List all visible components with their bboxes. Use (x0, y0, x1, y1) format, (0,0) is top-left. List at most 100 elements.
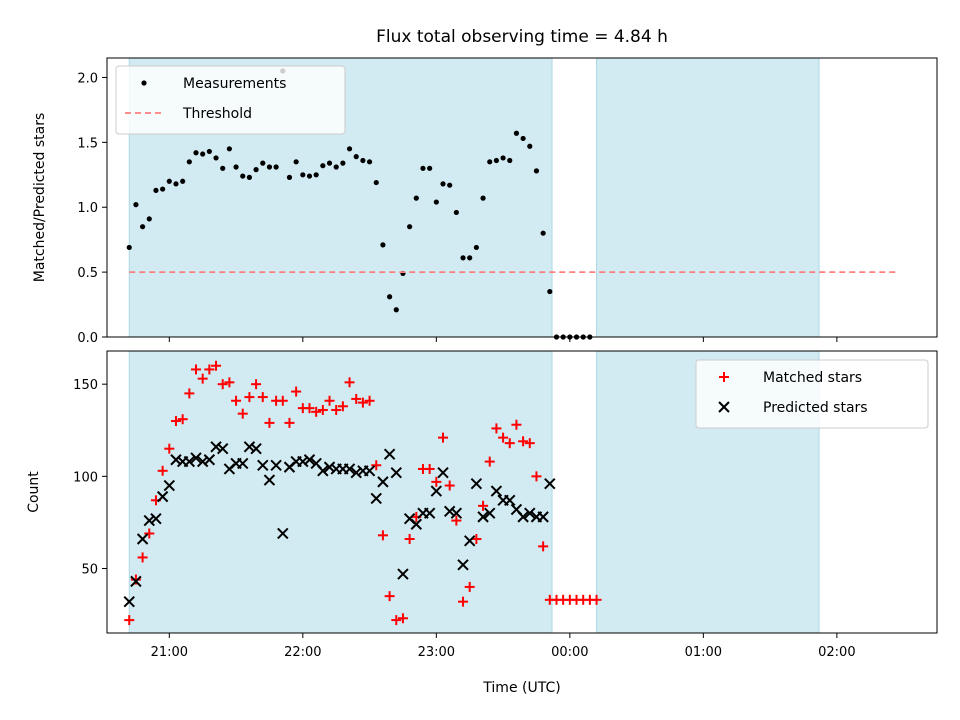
predicted-star-marker (343, 463, 356, 475)
marker-stroke (377, 476, 389, 488)
predicted-star-marker (397, 568, 409, 580)
marker-stroke (450, 507, 463, 519)
measurement-point (186, 159, 192, 165)
measurement-point (507, 157, 513, 164)
y-tick-label: 2.0 (77, 71, 98, 86)
matched-star-marker (384, 591, 395, 602)
measurement-point (313, 172, 319, 178)
predicted-star-marker (410, 518, 423, 530)
measurement-point (447, 182, 453, 188)
matched-star-marker (591, 594, 602, 605)
matched-star-marker (524, 438, 535, 449)
matched-star-marker (351, 393, 362, 404)
matched-star-marker (231, 395, 242, 406)
predicted-star-marker (136, 533, 149, 545)
legend-label: Threshold (182, 106, 252, 122)
measurement-point (240, 173, 246, 179)
measurement-point (233, 164, 239, 170)
measurement-point (413, 195, 419, 201)
predicted-star-marker (430, 485, 443, 497)
marker-stroke (143, 514, 155, 527)
predicted-star-marker (170, 454, 182, 466)
predicted-star-marker (143, 514, 155, 527)
predicted-star-marker (443, 505, 456, 518)
predicted-star-marker (317, 465, 329, 477)
legend: Measurements Threshold (115, 65, 346, 135)
x-tick-label: 21:00 (151, 645, 188, 660)
matched-star-marker (311, 406, 322, 417)
matched-star-marker (458, 596, 469, 607)
marker-stroke (203, 454, 216, 466)
matched-star-marker (177, 414, 188, 425)
measurement-point (520, 135, 526, 142)
measurement-point (260, 160, 266, 166)
marker-stroke (150, 513, 162, 525)
predicted-star-marker (323, 461, 336, 473)
measurement-point (160, 186, 166, 192)
marker-stroke (510, 503, 523, 516)
marker-stroke (423, 507, 436, 519)
marker-stroke (170, 454, 182, 466)
measurement-point (226, 146, 232, 152)
matched-star-marker (471, 534, 482, 544)
predicted-star-marker (190, 452, 202, 464)
marker-stroke (303, 454, 316, 466)
legend-label: Measurements (183, 76, 286, 92)
measurement-point (206, 148, 212, 155)
matched-star-marker (478, 500, 489, 511)
matched-star-marker (291, 386, 302, 397)
marker-stroke (136, 533, 149, 545)
marker-stroke (270, 459, 282, 471)
marker-stroke (457, 559, 469, 571)
matched-star-marker (518, 436, 529, 447)
measurement-point (266, 164, 273, 170)
predicted-star-marker (156, 490, 169, 503)
y-tick-label: 150 (73, 378, 98, 393)
marker-stroke (484, 507, 496, 519)
marker-stroke (163, 479, 176, 492)
matched-star-marker (444, 480, 455, 491)
legend-label: Matched stars (763, 370, 862, 386)
matched-star-marker (257, 392, 268, 403)
y-tick-label: 0.5 (77, 266, 98, 281)
matched-star-marker (324, 395, 335, 406)
matched-star-marker (464, 581, 475, 592)
marker-stroke (517, 511, 529, 523)
marker-stroke (243, 441, 256, 453)
matched-star-marker (491, 423, 502, 434)
marker-stroke (437, 466, 449, 479)
measurement-point (326, 160, 333, 166)
matched-star-marker (504, 438, 515, 449)
matched-star-marker (211, 360, 222, 371)
matched-star-marker (124, 615, 135, 626)
matched-star-marker (251, 379, 262, 390)
measurement-point (320, 163, 326, 169)
measurement-point (427, 165, 433, 171)
matched-star-marker (304, 403, 315, 414)
marker-stroke (490, 485, 503, 497)
x-axis-label: Time (UTC) (482, 680, 560, 696)
predicted-star-marker (457, 559, 469, 571)
measurement-point (146, 216, 152, 222)
predicted-star-marker (237, 457, 249, 470)
predicted-star-marker (297, 455, 309, 468)
y-tick-label: 50 (81, 562, 98, 577)
matched-star-marker (498, 432, 509, 443)
marker-stroke (263, 474, 276, 486)
predicted-star-marker (250, 442, 262, 455)
matched-star-marker (531, 471, 542, 482)
marker-stroke (544, 477, 556, 490)
axes-frame (106, 350, 938, 634)
marker-stroke (524, 507, 536, 519)
marker-stroke (343, 463, 356, 475)
predicted-star-marker (477, 511, 489, 523)
matched-star-marker (337, 401, 348, 412)
predicted-star-marker (303, 454, 316, 466)
legend: Matched stars Predicted stars (695, 359, 929, 429)
predicted-star-marker (484, 507, 496, 519)
x-tick-label: 23:00 (418, 645, 455, 660)
measurement-point (126, 244, 132, 251)
marker-stroke (237, 457, 249, 470)
y-tick-label: 0.0 (77, 331, 98, 346)
